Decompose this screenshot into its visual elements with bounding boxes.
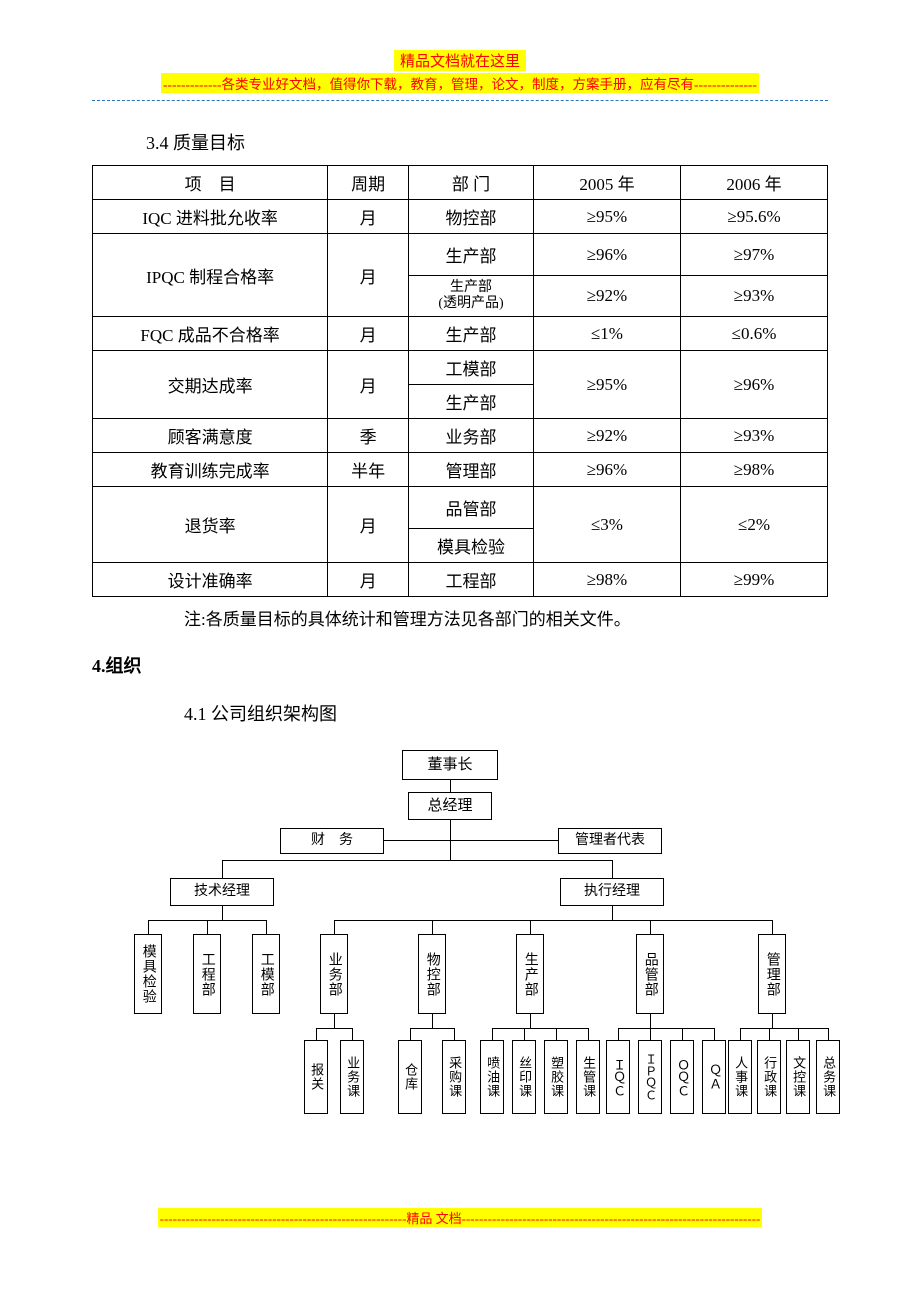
connector bbox=[772, 1014, 773, 1028]
banner-subtitle: -------------各类专业好文档，值得你下载，教育，管理，论文，制度，方… bbox=[161, 73, 759, 93]
banner-title: 精品文档就在这里 bbox=[394, 50, 526, 71]
node-sub: 塑胶课 bbox=[544, 1040, 568, 1114]
connector bbox=[334, 920, 335, 934]
node-sub: 生管课 bbox=[576, 1040, 600, 1114]
node-techmgr: 技术经理 bbox=[170, 878, 274, 906]
col-dept: 部 门 bbox=[409, 166, 534, 200]
connector bbox=[410, 1028, 454, 1029]
connector bbox=[222, 906, 223, 920]
connector bbox=[740, 1028, 828, 1029]
connector bbox=[772, 920, 773, 934]
connector bbox=[334, 1014, 335, 1028]
node-sub: 丝印课 bbox=[512, 1040, 536, 1114]
table-row: 设计准确率 月 工程部 ≥98% ≥99% bbox=[93, 563, 828, 597]
connector bbox=[450, 780, 451, 792]
table-row: FQC 成品不合格率 月 生产部 ≤1% ≤0.6% bbox=[93, 317, 828, 351]
footer-text: ----------------------------------------… bbox=[158, 1208, 763, 1227]
col-cycle: 周期 bbox=[328, 166, 409, 200]
col-2006: 2006 年 bbox=[680, 166, 827, 200]
connector bbox=[316, 1028, 352, 1029]
heading-4: 4.组织 bbox=[92, 652, 828, 678]
node-sub: 人事课 bbox=[728, 1040, 752, 1114]
col-item: 项 目 bbox=[93, 166, 328, 200]
connector bbox=[492, 1028, 493, 1040]
node-sub: ＩＰＱＣ bbox=[638, 1040, 662, 1114]
connector bbox=[618, 1028, 714, 1029]
connector bbox=[650, 1028, 651, 1040]
connector bbox=[618, 1028, 619, 1040]
connector bbox=[432, 1014, 433, 1028]
col-2005: 2005 年 bbox=[533, 166, 680, 200]
node-sub: 文控课 bbox=[786, 1040, 810, 1114]
connector bbox=[266, 920, 267, 934]
table-note: 注:各质量目标的具体统计和管理方法见各部门的相关文件。 bbox=[184, 605, 828, 630]
node-sub: 喷油课 bbox=[480, 1040, 504, 1114]
table-row: IPQC 制程合格率 月 生产部 ≥96% ≥97% bbox=[93, 234, 828, 276]
node-tech-dept: 模具检验 bbox=[134, 934, 162, 1014]
connector bbox=[530, 920, 531, 934]
connector bbox=[612, 906, 613, 920]
node-sub: 采购课 bbox=[442, 1040, 466, 1114]
node-sub: 总务课 bbox=[816, 1040, 840, 1114]
node-exec-dept: 物控部 bbox=[418, 934, 446, 1014]
connector bbox=[740, 1028, 741, 1040]
footer: ----------------------------------------… bbox=[92, 1208, 828, 1228]
connector bbox=[207, 920, 208, 934]
node-chairman: 董事长 bbox=[402, 750, 498, 780]
connector bbox=[524, 1028, 525, 1040]
connector bbox=[492, 1028, 588, 1029]
page: 精品文档就在这里 -------------各类专业好文档，值得你下载，教育，管… bbox=[0, 0, 920, 1258]
heading-4-1: 4.1 公司组织架构图 bbox=[184, 700, 828, 726]
divider bbox=[92, 100, 828, 101]
connector bbox=[650, 920, 651, 934]
table-header-row: 项 目 周期 部 门 2005 年 2006 年 bbox=[93, 166, 828, 200]
connector bbox=[682, 1028, 683, 1040]
node-gm: 总经理 bbox=[408, 792, 492, 820]
connector bbox=[148, 920, 149, 934]
node-sub: 行政课 bbox=[757, 1040, 781, 1114]
connector bbox=[769, 1028, 770, 1040]
connector bbox=[798, 1028, 799, 1040]
node-sub: ＱＡ bbox=[702, 1040, 726, 1114]
node-sub: 报关 bbox=[304, 1040, 328, 1114]
heading-3-4: 3.4 质量目标 bbox=[146, 129, 828, 155]
connector bbox=[222, 860, 612, 861]
connector bbox=[316, 1028, 317, 1040]
table-row: 退货率 月 品管部 ≤3% ≤2% bbox=[93, 487, 828, 529]
connector bbox=[410, 1028, 411, 1040]
connector bbox=[828, 1028, 829, 1040]
connector bbox=[334, 920, 772, 921]
connector bbox=[352, 1028, 353, 1040]
node-tech-dept: 工模部 bbox=[252, 934, 280, 1014]
node-exec-dept: 管理部 bbox=[758, 934, 786, 1014]
node-exec-dept: 品管部 bbox=[636, 934, 664, 1014]
node-mgrrep: 管理者代表 bbox=[558, 828, 662, 854]
node-sub: 业务课 bbox=[340, 1040, 364, 1114]
connector bbox=[556, 1028, 557, 1040]
node-execmgr: 执行经理 bbox=[560, 878, 664, 906]
table-row: IQC 进料批允收率 月 物控部 ≥95% ≥95.6% bbox=[93, 200, 828, 234]
connector bbox=[530, 1014, 531, 1028]
org-chart: 董事长 总经理 财 务 管理者代表 技术经理 执行经理 模具检验 工程部 工模部… bbox=[92, 750, 828, 1180]
header-banner: 精品文档就在这里 -------------各类专业好文档，值得你下载，教育，管… bbox=[92, 50, 828, 94]
connector bbox=[432, 920, 433, 934]
node-exec-dept: 业务部 bbox=[320, 934, 348, 1014]
table-row: 教育训练完成率 半年 管理部 ≥96% ≥98% bbox=[93, 453, 828, 487]
node-sub: ＯＱＣ bbox=[670, 1040, 694, 1114]
table-row: 顾客满意度 季 业务部 ≥92% ≥93% bbox=[93, 419, 828, 453]
node-tech-dept: 工程部 bbox=[193, 934, 221, 1014]
connector bbox=[454, 1028, 455, 1040]
connector bbox=[222, 860, 223, 878]
connector bbox=[650, 1014, 651, 1028]
node-finance: 财 务 bbox=[280, 828, 384, 854]
table-row: 交期达成率 月 工模部 ≥95% ≥96% bbox=[93, 351, 828, 385]
node-sub: ＩＱＣ bbox=[606, 1040, 630, 1114]
connector bbox=[714, 1028, 715, 1040]
dept-cell: 生产部(透明产品) bbox=[409, 276, 534, 317]
connector bbox=[612, 860, 613, 878]
node-sub: 仓库 bbox=[398, 1040, 422, 1114]
node-exec-dept: 生产部 bbox=[516, 934, 544, 1014]
connector bbox=[588, 1028, 589, 1040]
quality-table: 项 目 周期 部 门 2005 年 2006 年 IQC 进料批允收率 月 物控… bbox=[92, 165, 828, 597]
